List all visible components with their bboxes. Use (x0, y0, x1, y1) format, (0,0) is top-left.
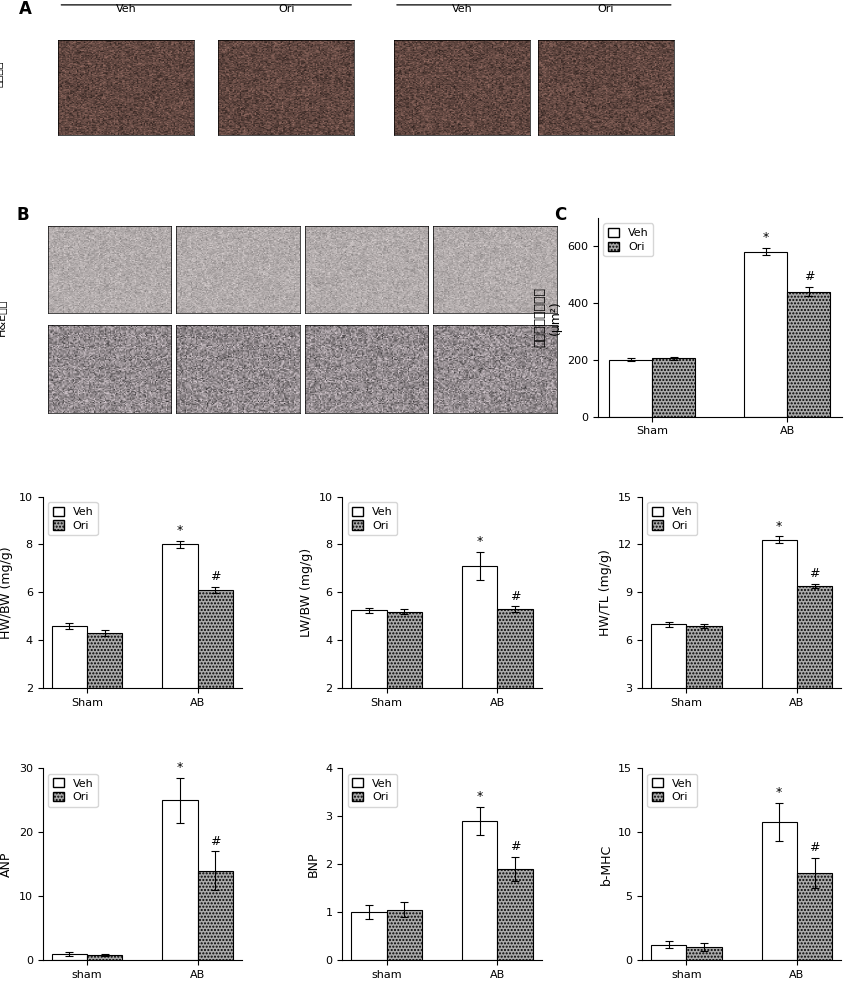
Text: 大体心脏: 大体心脏 (0, 61, 3, 87)
Bar (797, 586, 832, 736)
Bar (87, 633, 122, 736)
Bar (797, 873, 832, 960)
Bar (497, 869, 533, 960)
Text: C: C (554, 206, 566, 224)
Text: H&E染色: H&E染色 (0, 299, 6, 336)
Legend: Veh, Ori: Veh, Ori (648, 502, 697, 535)
Text: #: # (210, 835, 221, 848)
Text: *: * (177, 761, 183, 774)
Bar (87, 955, 122, 960)
Text: #: # (809, 567, 820, 580)
Legend: Veh, Ori: Veh, Ori (648, 774, 697, 807)
Bar (387, 910, 422, 960)
Text: #: # (809, 841, 820, 854)
Text: A: A (19, 0, 31, 18)
Legend: Veh, Ori: Veh, Ori (48, 774, 98, 807)
Legend: Veh, Ori: Veh, Ori (348, 502, 397, 535)
Text: *: * (762, 231, 768, 244)
Bar (462, 821, 497, 960)
Bar (787, 292, 830, 417)
Bar (609, 360, 652, 417)
Bar (651, 945, 686, 960)
Y-axis label: 心肌细胞截面面积
(μm²): 心肌细胞截面面积 (μm²) (534, 287, 562, 347)
Text: Ori: Ori (278, 4, 294, 14)
Y-axis label: LW/BW (mg/g): LW/BW (mg/g) (300, 548, 313, 637)
Bar (762, 540, 797, 736)
Bar (744, 252, 787, 417)
Bar (162, 800, 198, 960)
Y-axis label: BNP: BNP (307, 851, 320, 877)
Bar (462, 566, 497, 736)
Legend: Veh, Ori: Veh, Ori (604, 223, 653, 256)
Text: #: # (510, 840, 520, 853)
Text: #: # (803, 270, 814, 283)
Bar (762, 822, 797, 960)
Bar (351, 912, 387, 960)
Legend: Veh, Ori: Veh, Ori (348, 774, 397, 807)
Bar (651, 624, 686, 736)
Text: Veh: Veh (116, 4, 137, 14)
Text: *: * (477, 535, 483, 548)
Bar (387, 612, 422, 736)
Text: *: * (177, 524, 183, 537)
Bar (52, 954, 87, 960)
Bar (686, 947, 722, 960)
Bar (162, 544, 198, 736)
Text: *: * (776, 520, 782, 533)
Bar (497, 609, 533, 736)
Text: AB: AB (525, 0, 542, 1)
Bar (52, 626, 87, 736)
Y-axis label: b-MHC: b-MHC (599, 843, 613, 885)
Bar (652, 358, 695, 417)
Bar (198, 871, 233, 960)
Legend: Veh, Ori: Veh, Ori (48, 502, 98, 535)
Y-axis label: HW/TL (mg/g): HW/TL (mg/g) (599, 549, 612, 636)
Text: B: B (16, 206, 29, 224)
Text: #: # (510, 590, 520, 603)
Y-axis label: ANP: ANP (0, 851, 13, 877)
Text: Sham: Sham (189, 0, 224, 1)
Text: Ori: Ori (598, 4, 614, 14)
Bar (198, 590, 233, 736)
Text: #: # (210, 570, 221, 583)
Bar (686, 626, 722, 736)
Text: Veh: Veh (451, 4, 473, 14)
Text: *: * (477, 790, 483, 803)
Y-axis label: HW/BW (mg/g): HW/BW (mg/g) (0, 546, 14, 639)
Text: *: * (776, 786, 782, 799)
Bar (351, 610, 387, 736)
